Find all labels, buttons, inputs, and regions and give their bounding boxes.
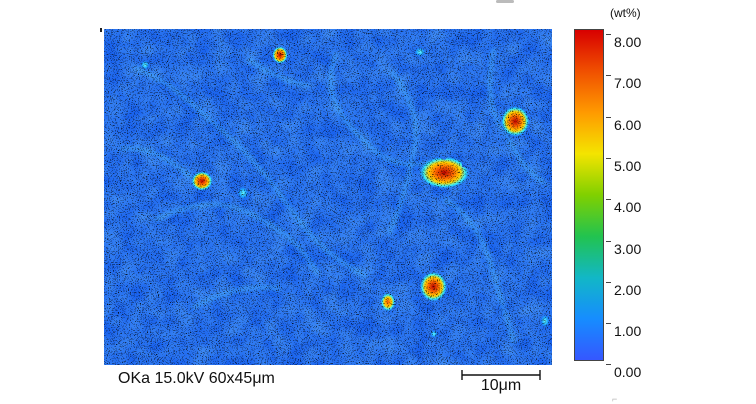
scale-bar-label: 10μm — [480, 377, 522, 394]
colorbar-tick-mark — [606, 364, 611, 366]
colorbar-unit: (wt%) — [610, 6, 641, 20]
colorbar-tick-label: 6.00 — [614, 116, 642, 133]
scale-bar-graphic — [461, 370, 541, 380]
color-scale-labels: 8.00 7.00 6.00 5.00 4.00 3.00 2.00 1.00 0.00 — [614, 22, 670, 380]
elemental-map-image — [104, 29, 552, 365]
colorbar-tick-mark — [606, 323, 611, 325]
color-scale-bar — [574, 29, 604, 361]
colorbar-tick-label: 2.00 — [614, 281, 642, 298]
colorbar-tick-mark — [606, 281, 611, 283]
scale-bar: 10μm — [461, 368, 541, 394]
colorbar-tick-label: 7.00 — [614, 75, 642, 92]
eds-map — [104, 29, 552, 365]
colorbar-tick-mark — [606, 240, 611, 242]
top-cropped-mark — [496, 0, 514, 3]
colorbar-tick-mark — [606, 75, 611, 77]
colorbar-tick-label: 0.00 — [614, 364, 642, 381]
top-left-mark — [100, 28, 102, 32]
colorbar-tick-label: 4.00 — [614, 199, 642, 216]
colorbar-tick-label: 5.00 — [614, 157, 642, 174]
colorbar-tick-label: 1.00 — [614, 323, 642, 340]
colorbar-tick-mark — [606, 34, 611, 35]
bottom-cropped-mark: ⌐ — [612, 394, 618, 404]
colorbar-tick-label: 8.00 — [614, 34, 642, 50]
colorbar-tick-label: 3.00 — [614, 240, 642, 257]
colorbar-tick-mark — [606, 199, 611, 201]
black-speckle-noise — [104, 29, 552, 365]
acquisition-caption: OKa 15.0kV 60x45μm — [118, 370, 275, 387]
colorbar-tick-mark — [606, 116, 611, 118]
colorbar-tick-mark — [606, 157, 611, 159]
